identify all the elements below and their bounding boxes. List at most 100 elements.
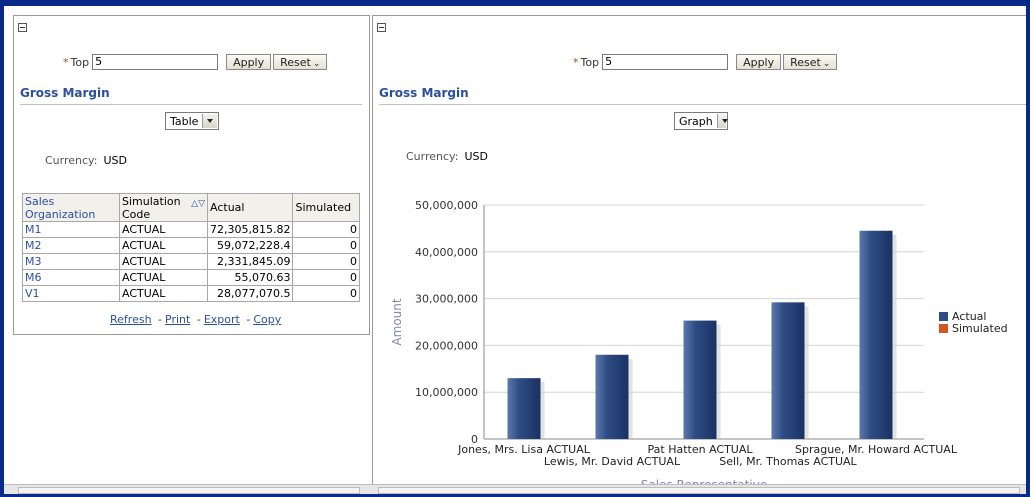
simulated-value: 0 — [292, 221, 360, 238]
top-filter: * Top Apply Reset⌄ — [63, 52, 328, 72]
collapse-icon[interactable] — [18, 23, 27, 32]
simulation-code: ACTUAL — [119, 253, 208, 270]
x-tick-label: Sell, Mr. Thomas ACTUAL — [719, 455, 857, 468]
export-link[interactable]: Export — [203, 313, 240, 326]
gross-margin-chart: 0 10,000,000 20,000,000 30,000,000 40,000,00… — [390, 199, 1008, 488]
org-link[interactable]: V1 — [22, 285, 120, 302]
table-row: M2 ACTUAL 59,072,228.4 0 — [22, 237, 360, 254]
column-header-actual[interactable]: Actual — [206, 193, 294, 222]
legend-swatch — [939, 324, 948, 333]
left-panel: * Top Apply Reset⌄ Gross Margin Table Cu… — [13, 15, 370, 335]
actual-value: 2,331,845.09 — [206, 253, 294, 270]
divider — [379, 104, 1026, 105]
legend-swatch — [939, 312, 948, 321]
legend-label: Simulated — [952, 322, 1008, 335]
separator: - — [246, 313, 251, 326]
org-link[interactable]: M6 — [22, 269, 120, 286]
x-tick-label: Sprague, Mr. Howard ACTUAL — [795, 443, 958, 456]
view-select-value: Graph — [679, 114, 713, 128]
top-label: Top — [580, 55, 600, 69]
top-filter: * Top Apply Reset⌄ — [573, 52, 838, 72]
bar-actual — [595, 354, 629, 439]
table-header-row: Sales Organization △▽ Simulation Code Act… — [22, 193, 360, 222]
required-icon: * — [63, 55, 69, 69]
apply-button[interactable]: Apply — [226, 54, 272, 70]
y-axis-title: Amount — [390, 298, 404, 345]
currency-label: Currency: — [45, 154, 98, 167]
y-tick-label: 40,000,000 — [415, 246, 478, 259]
chevron-down-icon: ⌄ — [822, 59, 831, 69]
simulation-code: ACTUAL — [119, 285, 208, 302]
page: * Top Apply Reset⌄ Gross Margin Table Cu… — [4, 6, 1026, 488]
horizontal-scrollbar[interactable] — [4, 484, 1026, 494]
y-tick-label: 0 — [471, 433, 478, 446]
actual-value: 72,305,815.82 — [206, 221, 294, 238]
simulation-code: ACTUAL — [119, 221, 208, 238]
chevron-down-icon — [202, 114, 217, 128]
view-select[interactable]: Table — [165, 112, 219, 130]
simulated-value: 0 — [292, 253, 360, 270]
bar-actual — [859, 230, 893, 439]
gross-margin-table: Sales Organization △▽ Simulation Code Act… — [22, 193, 360, 302]
required-icon: * — [573, 55, 579, 69]
separator: - — [196, 313, 201, 326]
reset-label: Reset — [280, 56, 311, 69]
x-tick-label: Jones, Mrs. Lisa ACTUAL — [457, 443, 591, 456]
print-link[interactable]: Print — [165, 313, 191, 326]
reset-button[interactable]: Reset ⌄ — [273, 54, 328, 70]
y-tick-label: 30,000,000 — [415, 293, 478, 306]
separator: - — [158, 313, 163, 326]
top-input[interactable] — [92, 54, 219, 70]
simulated-value: 0 — [292, 285, 360, 302]
divider — [20, 104, 362, 105]
top-input[interactable] — [602, 54, 729, 70]
top-label: Top — [70, 55, 90, 69]
bar-actual — [771, 302, 805, 439]
scrollbar-left-track[interactable] — [18, 487, 360, 494]
currency: Currency: USD — [45, 154, 127, 167]
table-row: M3 ACTUAL 2,331,845.09 0 — [22, 253, 360, 270]
reset-label: Reset — [790, 56, 821, 69]
chevron-down-icon — [716, 114, 729, 128]
legend-label: Actual — [952, 310, 986, 323]
view-select-value: Table — [170, 114, 199, 128]
section-title: Gross Margin — [20, 86, 110, 100]
reset-button[interactable]: Reset ⌄ — [783, 54, 838, 70]
simulation-code: ACTUAL — [119, 237, 208, 254]
bar-actual — [683, 320, 717, 439]
scrollbar-right-track[interactable] — [378, 487, 1020, 494]
x-tick-label: Pat Hatten ACTUAL — [648, 443, 754, 456]
currency-label: Currency: — [406, 150, 459, 163]
actual-value: 59,072,228.4 — [206, 237, 294, 254]
column-header-simulation-code[interactable]: △▽ Simulation Code — [119, 193, 208, 222]
apply-button[interactable]: Apply — [736, 54, 782, 70]
collapse-icon[interactable] — [377, 23, 386, 32]
y-tick-label: 10,000,000 — [415, 386, 478, 399]
x-tick-label: Lewis, Mr. David ACTUAL — [544, 455, 681, 468]
actual-value: 55,070.63 — [206, 269, 294, 286]
currency-value: USD — [464, 150, 488, 163]
table-row: V1 ACTUAL 28,077,070.5 0 — [22, 285, 360, 302]
chevron-down-icon: ⌄ — [312, 59, 321, 69]
right-panel: * Top Apply Reset⌄ Gross Margin Graph Cu… — [372, 15, 1026, 488]
refresh-link[interactable]: Refresh — [110, 313, 152, 326]
section-title: Gross Margin — [379, 86, 469, 100]
org-link[interactable]: M1 — [22, 221, 120, 238]
copy-link[interactable]: Copy — [253, 313, 282, 326]
simulated-value: 0 — [292, 269, 360, 286]
y-tick-label: 50,000,000 — [415, 199, 478, 212]
view-select[interactable]: Graph — [674, 112, 729, 130]
column-header-sales-org[interactable]: Sales Organization — [22, 193, 120, 222]
column-header-simulated[interactable]: Simulated — [292, 193, 360, 222]
org-link[interactable]: M3 — [22, 253, 120, 270]
y-tick-label: 20,000,000 — [415, 339, 478, 352]
simulation-code-label: Simulation Code — [122, 194, 181, 221]
table-row: M6 ACTUAL 55,070.63 0 — [22, 269, 360, 286]
actual-value: 28,077,070.5 — [206, 285, 294, 302]
sort-icon[interactable]: △▽ — [191, 198, 205, 209]
simulation-code: ACTUAL — [119, 269, 208, 286]
bar-actual — [507, 378, 541, 439]
simulated-value: 0 — [292, 237, 360, 254]
org-link[interactable]: M2 — [22, 237, 120, 254]
currency-value: USD — [103, 154, 127, 167]
